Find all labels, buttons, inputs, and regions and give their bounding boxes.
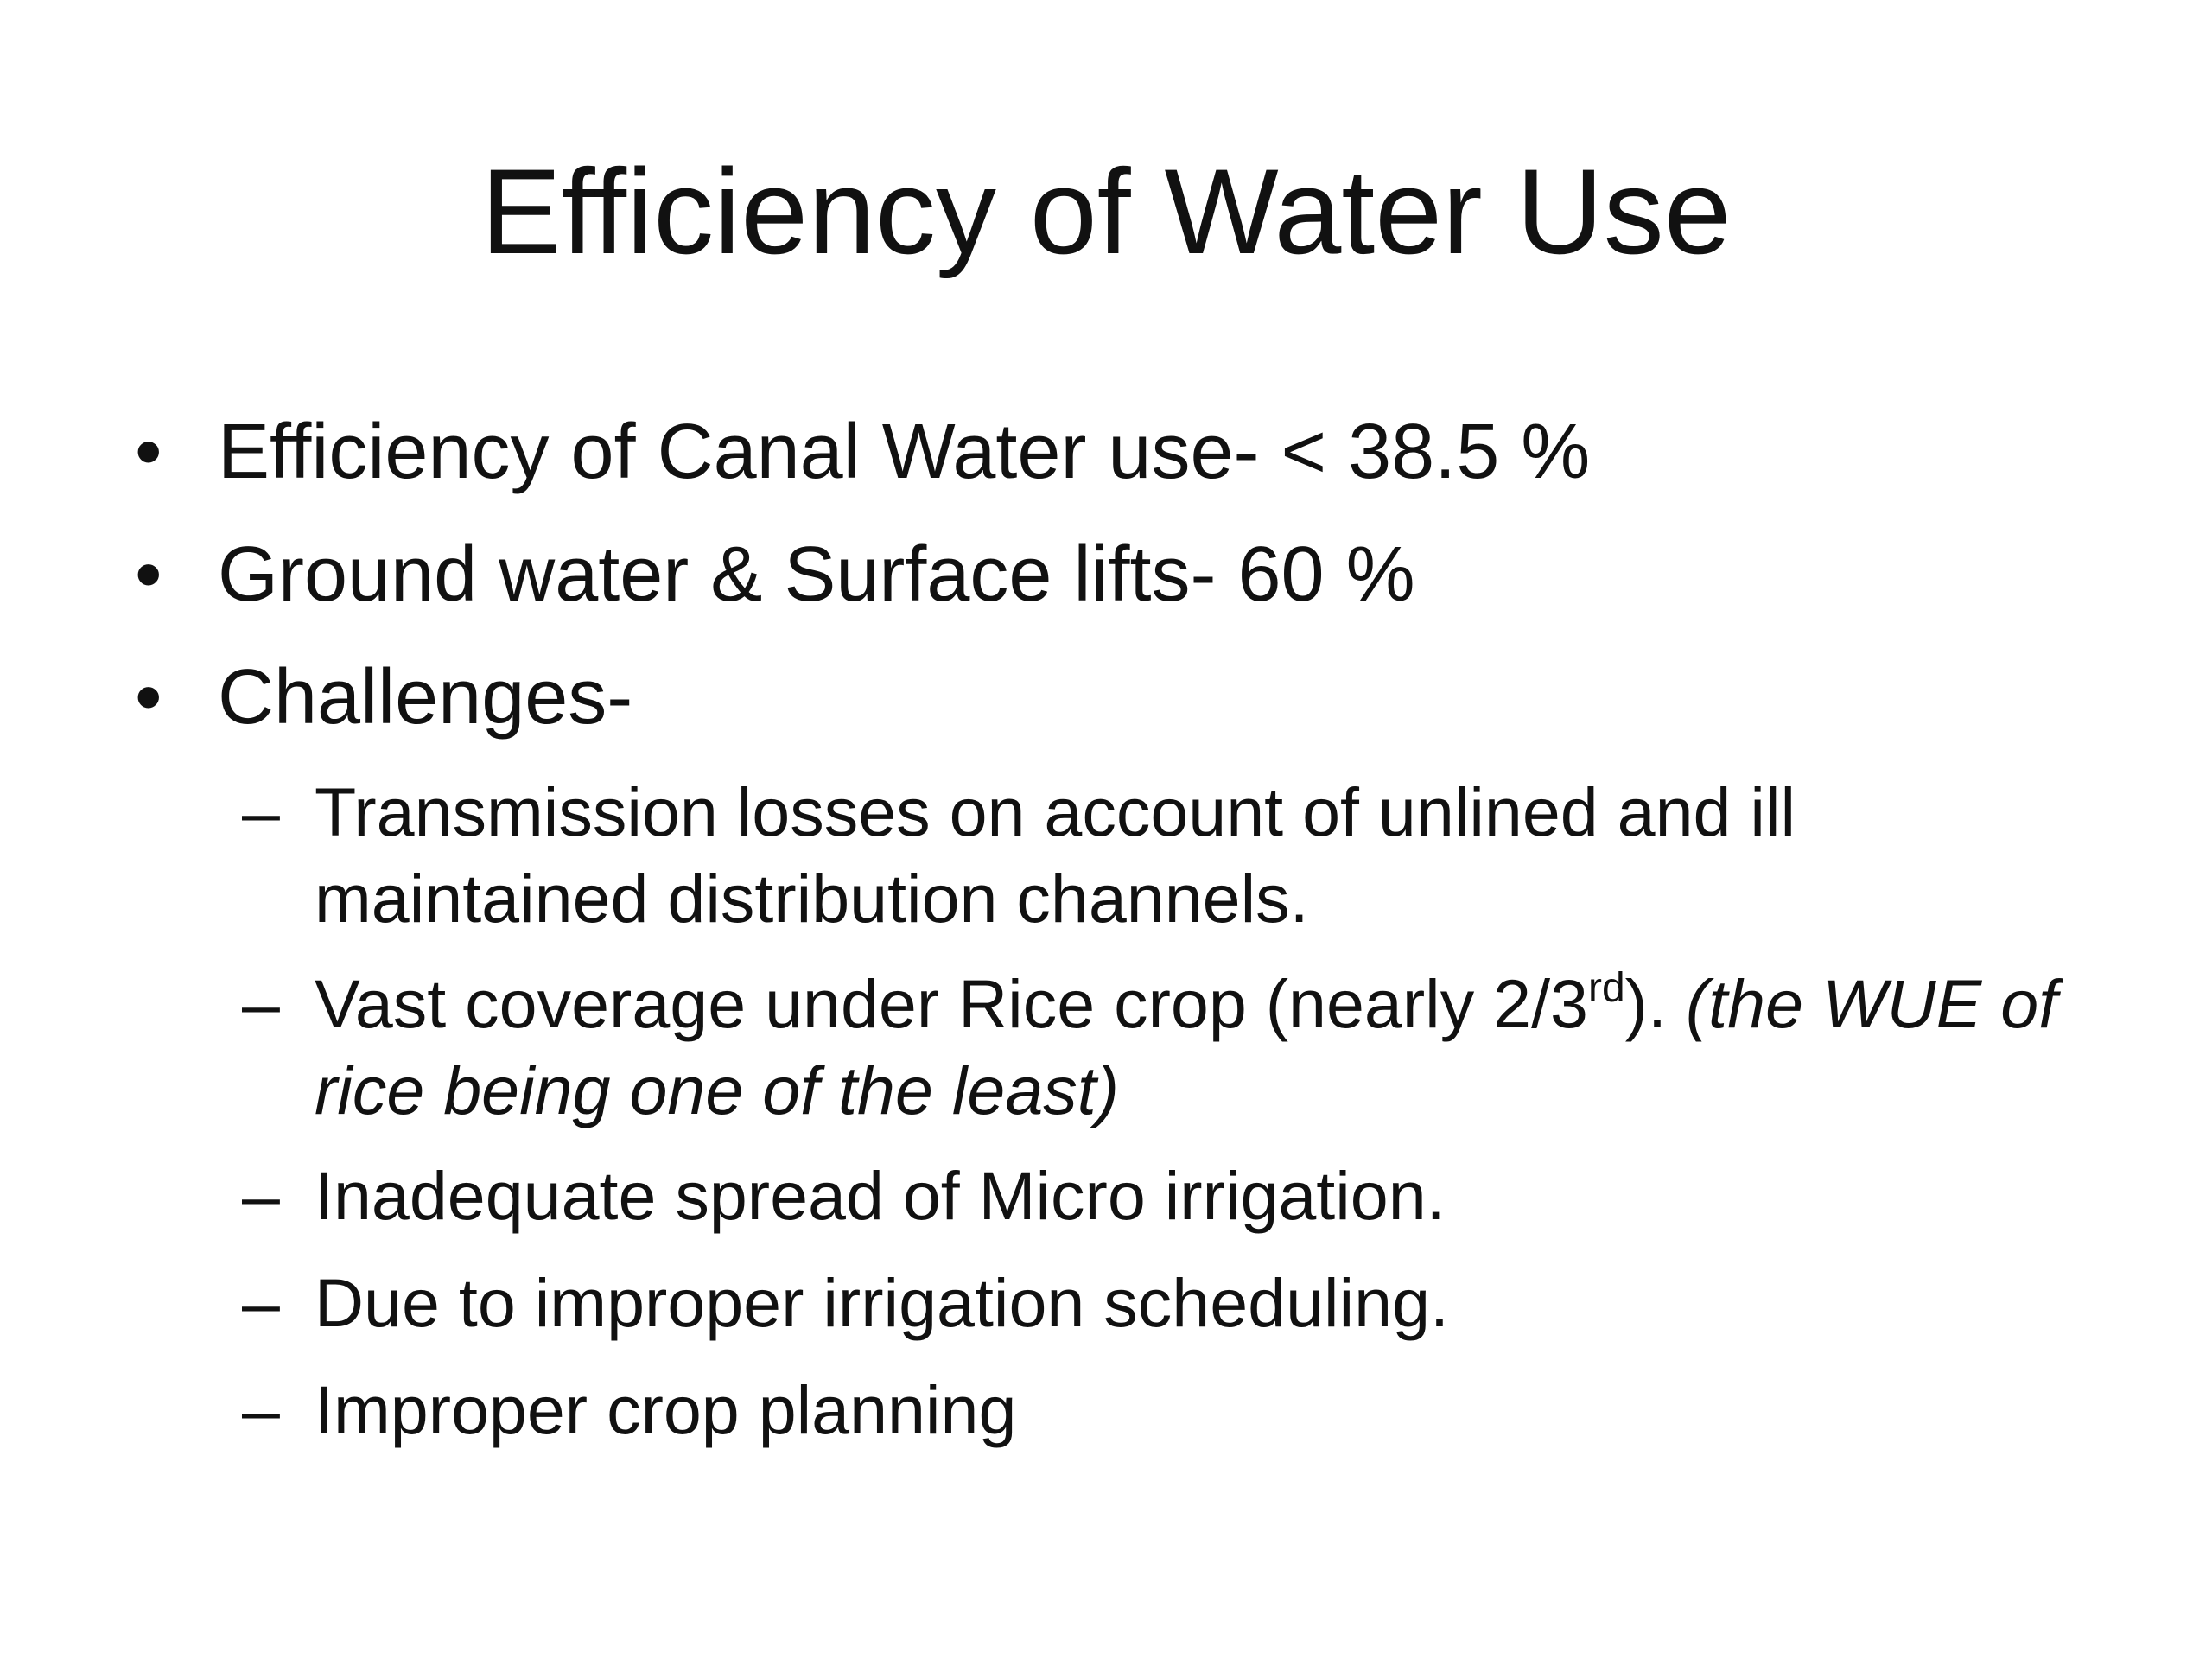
bullet-text: Challenges- — [218, 654, 633, 741]
italic-note: (the WUE of rice being one of the least) — [315, 965, 2058, 1128]
bullet-item: • Efficiency of Canal Water use- < 38.5 … — [135, 404, 1591, 499]
sub-bullet-text: Due to improper irrigation scheduling. — [315, 1264, 1449, 1341]
superscript-rd: rd — [1587, 965, 1625, 1011]
dash-marker: – — [242, 1264, 280, 1341]
dash-marker: – — [242, 965, 280, 1042]
dash-marker: – — [242, 1157, 280, 1234]
sub-bullet-text: Improper crop planning — [315, 1371, 1017, 1448]
bullet-marker: • — [135, 654, 162, 741]
sub-bullet-text: Transmission losses on account of unline… — [315, 773, 1796, 937]
sub-bullet-text: Vast coverage under Rice crop (nearly 2/… — [315, 965, 1588, 1042]
bullet-item: • Challenges- — [135, 650, 633, 745]
sub-bullet-text-after: ). — [1624, 965, 1686, 1042]
bullet-item: • Ground water & Surface lifts- 60 % — [135, 527, 1415, 622]
bullet-text: Efficiency of Canal Water use- < 38.5 % — [218, 409, 1591, 495]
slide-title: Efficiency of Water Use — [480, 143, 1732, 279]
bullet-marker: • — [135, 531, 162, 618]
bullet-text: Ground water & Surface lifts- 60 % — [218, 531, 1415, 618]
sub-bullet-text: Inadequate spread of Micro irrigation. — [315, 1157, 1446, 1234]
dash-marker: – — [242, 1371, 280, 1448]
sub-bullet-item: – Transmission losses on account of unli… — [242, 769, 2120, 942]
bullet-marker: • — [135, 409, 162, 495]
sub-bullet-item: – Improper crop planning — [242, 1367, 2120, 1453]
sub-bullet-item: – Inadequate spread of Micro irrigation. — [242, 1153, 2120, 1239]
sub-bullet-item: – Due to improper irrigation scheduling. — [242, 1260, 2120, 1346]
sub-bullet-item: – Vast coverage under Rice crop (nearly … — [242, 961, 2120, 1134]
dash-marker: – — [242, 773, 280, 850]
